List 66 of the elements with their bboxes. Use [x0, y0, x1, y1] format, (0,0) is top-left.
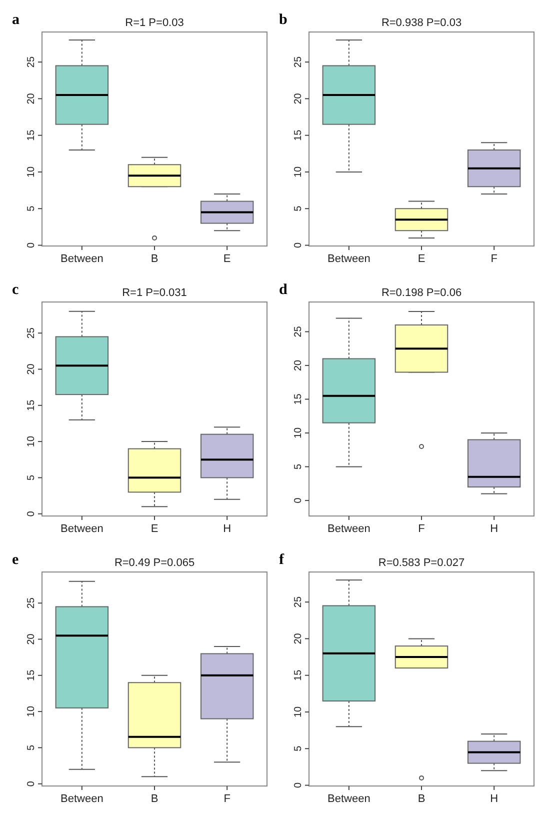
x-tick-label: E	[418, 253, 426, 265]
text: e	[12, 552, 19, 568]
y-tick-label: 20	[26, 363, 37, 375]
chart-title: R=1 P=0.03	[125, 17, 184, 29]
x-tick-label: F	[490, 253, 498, 265]
x-tick-label: B	[150, 793, 158, 805]
y-tick-label: 0	[293, 497, 304, 504]
y-tick-label: 0	[293, 782, 304, 788]
y-tick-label: 0	[26, 510, 37, 517]
x-tick-label: E	[150, 523, 158, 535]
x-tick-label: Between	[60, 253, 104, 265]
x-tick-label: Between	[328, 793, 370, 805]
x-tick-label: B	[418, 793, 426, 805]
y-tick-label: 10	[26, 436, 37, 448]
y-tick-label: 25	[26, 597, 37, 609]
chart-title: R=0.49 P=0.065	[114, 557, 195, 569]
y-tick-label: 5	[293, 205, 304, 212]
chart-title: R=0.583 P=0.027	[378, 557, 465, 569]
y-tick-label: 20	[26, 633, 37, 645]
x-tick-label: Between	[328, 253, 370, 265]
x-tick-label: Between	[60, 523, 104, 535]
y-tick-label: 10	[26, 166, 37, 178]
y-tick-label: 15	[293, 129, 304, 141]
y-tick-label: 15	[293, 669, 304, 681]
y-tick-label: 25	[293, 56, 304, 68]
y-tick-label: 25	[293, 596, 304, 608]
y-tick-label: 25	[293, 326, 304, 338]
y-tick-label: 5	[26, 744, 37, 750]
text: c	[12, 282, 19, 298]
y-tick-label: 0	[26, 780, 37, 787]
chart-title: R=1 P=0.031	[122, 287, 187, 299]
y-tick-label: 20	[293, 632, 304, 644]
y-tick-label: 10	[293, 426, 304, 439]
text: b	[279, 12, 288, 28]
x-tick-label: E	[223, 253, 231, 265]
x-tick-label: F	[418, 523, 426, 535]
y-tick-label: 10	[293, 166, 304, 178]
x-tick-label: Between	[60, 793, 104, 805]
y-tick-label: 20	[293, 359, 304, 372]
y-tick-label: 15	[293, 393, 304, 405]
text: d	[279, 282, 288, 298]
y-tick-label: 15	[26, 399, 37, 411]
x-tick-label: H	[223, 523, 232, 535]
x-tick-label: H	[490, 523, 498, 535]
text: f	[279, 552, 285, 568]
y-tick-label: 20	[26, 92, 37, 104]
y-tick-label: 0	[293, 242, 304, 248]
y-tick-label: 25	[26, 56, 37, 68]
y-tick-label: 15	[26, 669, 37, 681]
x-tick-label: B	[150, 253, 158, 265]
chart-title: R=0.198 P=0.06	[381, 287, 462, 299]
x-tick-label: F	[224, 793, 231, 805]
y-tick-label: 10	[293, 706, 304, 718]
y-tick-label: 5	[26, 474, 37, 480]
text: a	[12, 12, 20, 28]
y-tick-label: 5	[293, 464, 304, 470]
y-tick-label: 0	[26, 242, 37, 248]
y-tick-label: 20	[293, 92, 304, 104]
y-tick-label: 5	[26, 205, 37, 212]
x-tick-label: H	[490, 793, 498, 805]
y-tick-label: 25	[26, 327, 37, 339]
y-tick-label: 5	[293, 745, 304, 752]
chart-title: R=0.938 P=0.03	[381, 17, 462, 29]
x-tick-label: Between	[328, 523, 370, 535]
y-tick-label: 15	[26, 129, 37, 141]
y-tick-label: 10	[26, 706, 37, 718]
